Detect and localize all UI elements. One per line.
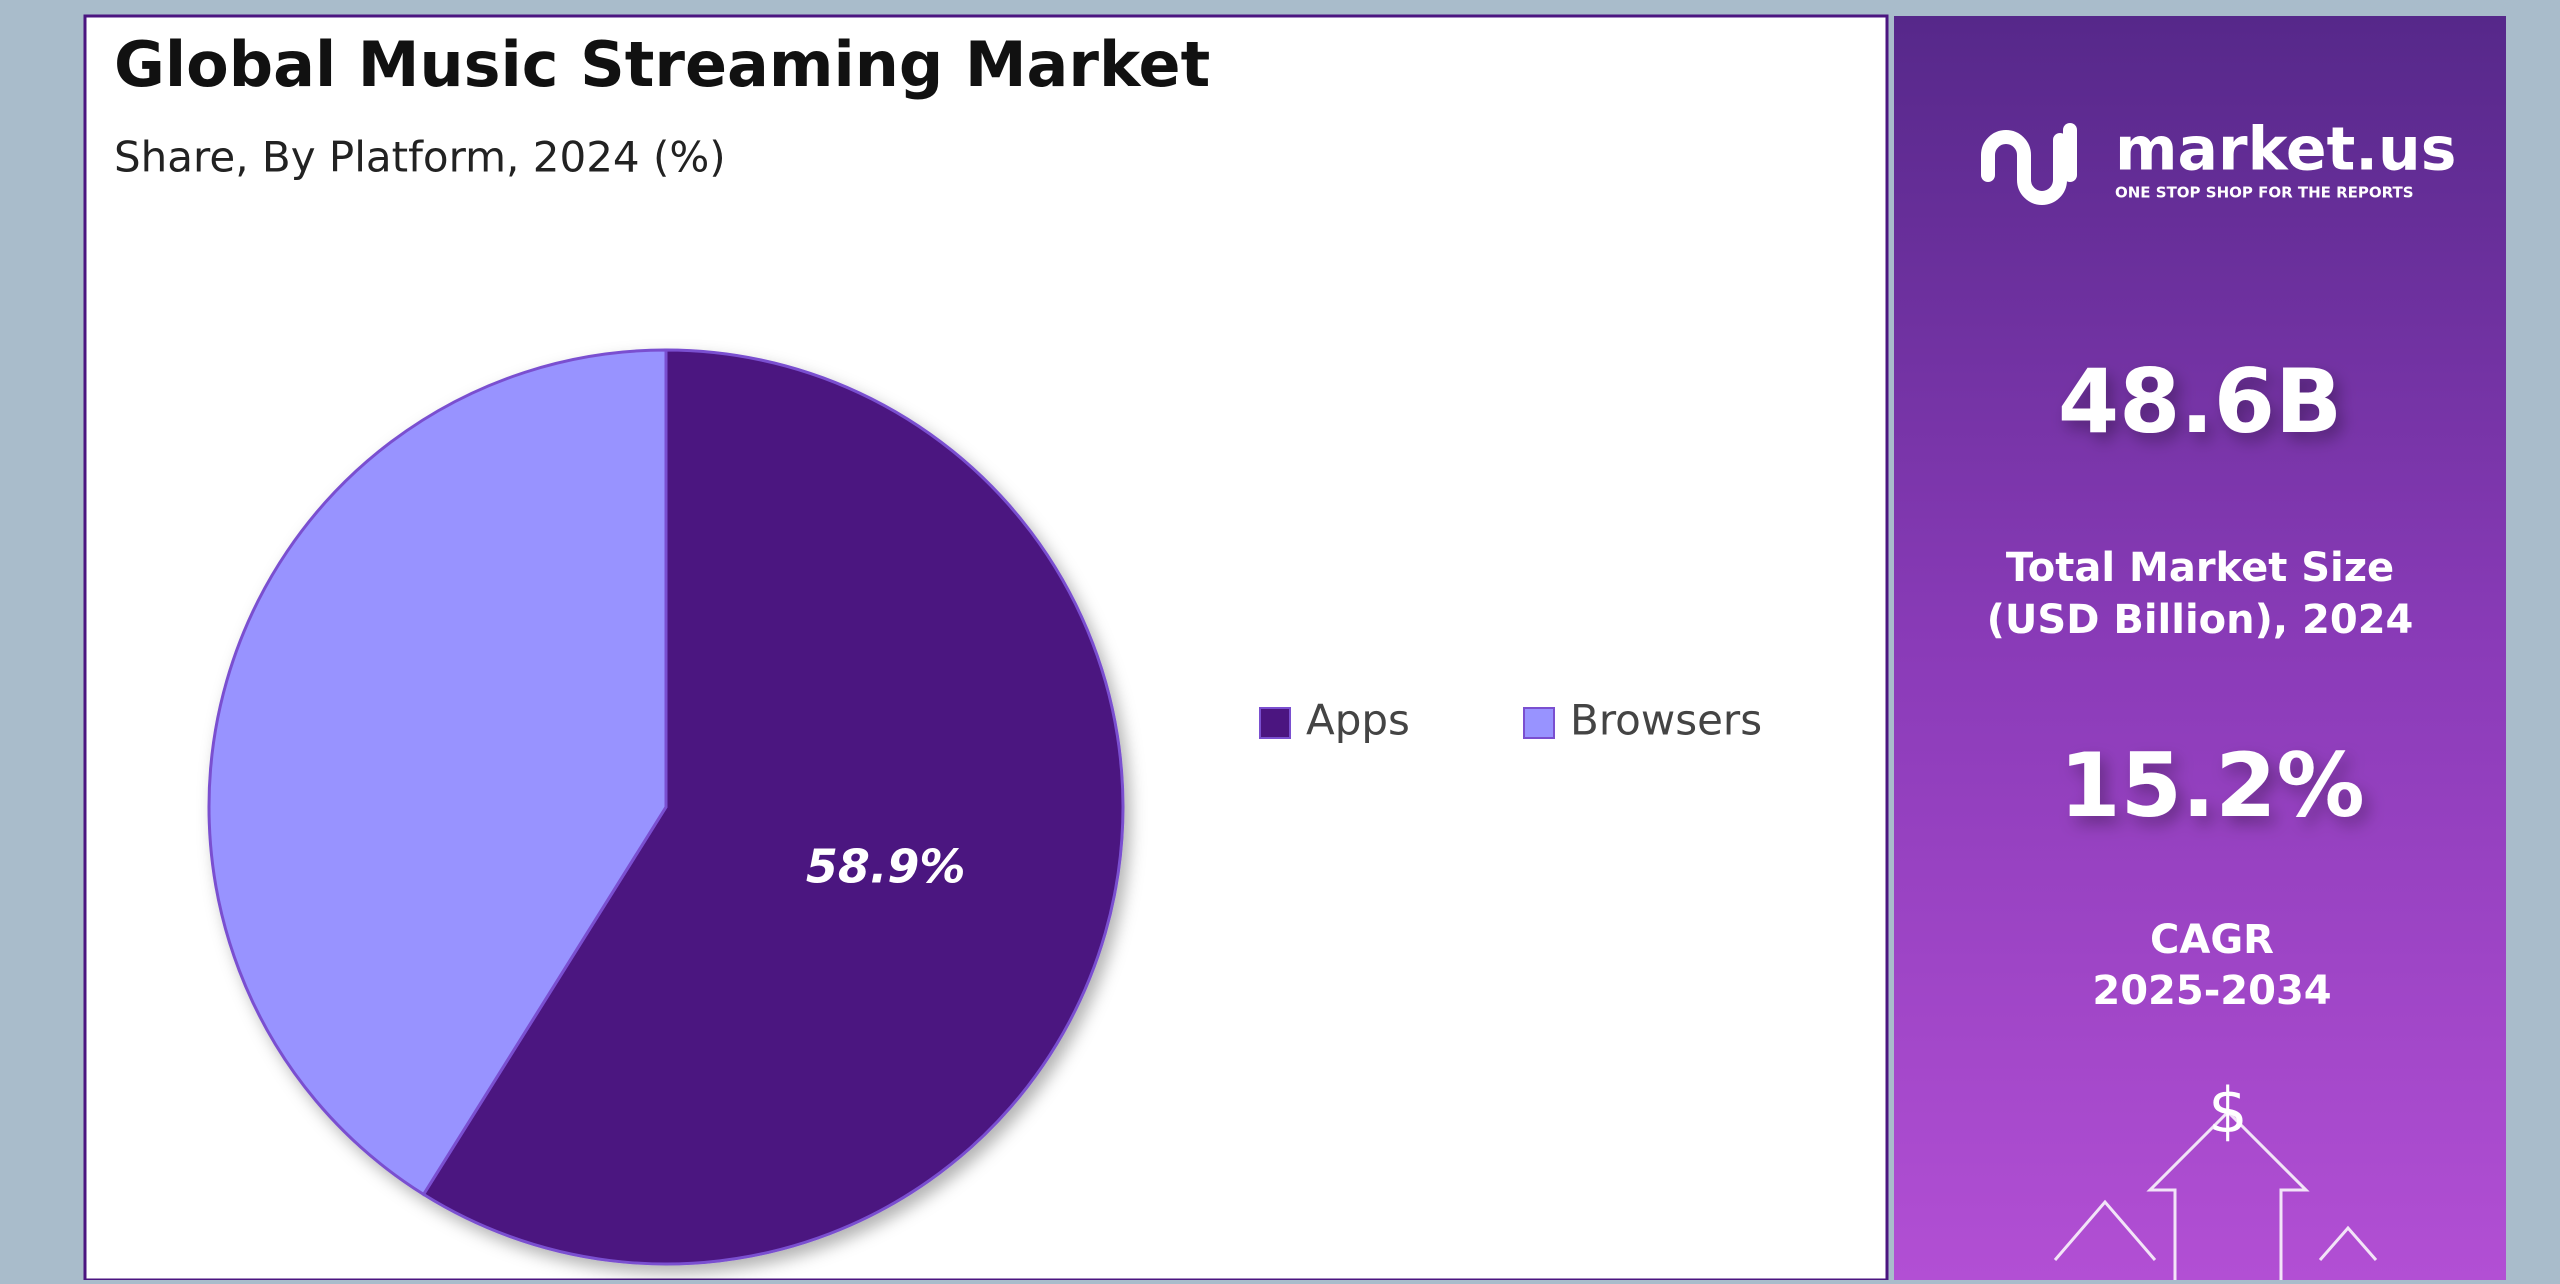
side-content: market.us ONE STOP SHOP FOR THE REPORTS … [1981, 115, 2456, 1280]
brand-tagline: ONE STOP SHOP FOR THE REPORTS [2115, 184, 2414, 202]
cagr-label: 2025-2034 [2092, 968, 2331, 1014]
side-panel [1894, 16, 2506, 1280]
pie-slice [207, 348, 668, 1197]
growth-arrows [2053, 1109, 2378, 1280]
legend-label: Browsers [1570, 696, 1762, 745]
data-label: 58.9% [806, 840, 966, 894]
market-size-label: (USD Billion), 2024 [1987, 597, 2414, 643]
legend-label: Apps [1306, 696, 1410, 745]
pie-slice [421, 348, 1125, 1266]
chart: Global Music Streaming Market Share, By … [114, 28, 1762, 1266]
pie [207, 348, 1125, 1266]
legend-swatch [1259, 707, 1291, 739]
market-size: 48.6B [2058, 350, 2342, 453]
cagr-value: 15.2% [2059, 734, 2364, 837]
chart-title: Global Music Streaming Market [114, 28, 1210, 101]
brand-name: market.us [2115, 115, 2456, 185]
chart-subtitle: Share, By Platform, 2024 (%) [114, 133, 726, 182]
legend-swatch [1523, 707, 1555, 739]
cagr-label: CAGR [2150, 917, 2274, 963]
market-size-label: Total Market Size [2006, 545, 2394, 591]
brand-logo-icon [1981, 123, 2077, 205]
